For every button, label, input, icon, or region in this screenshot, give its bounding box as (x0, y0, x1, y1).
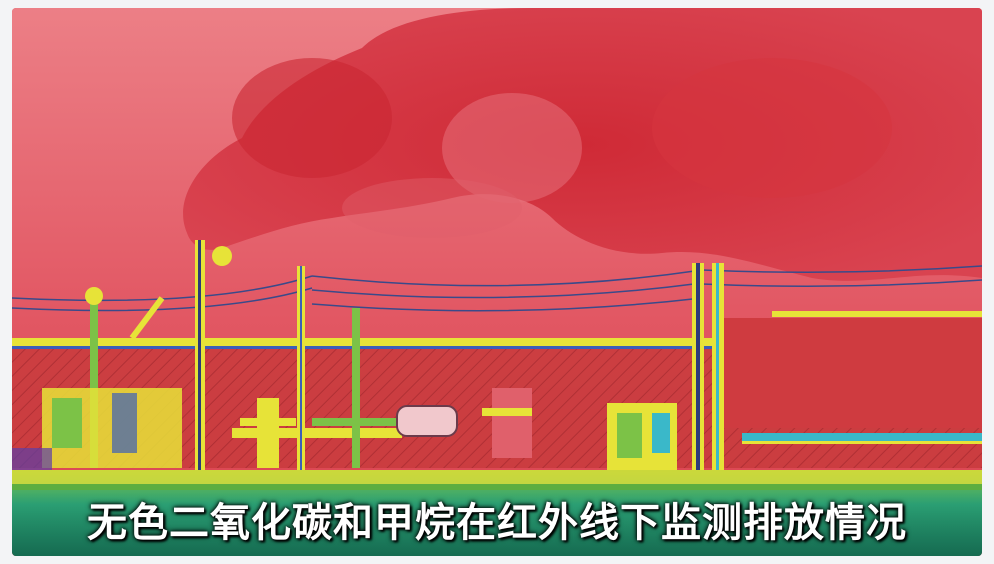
video-caption: 无色二氧化碳和甲烷在红外线下监测排放情况 (87, 500, 907, 546)
smoke-plume (183, 8, 982, 281)
infrared-emissions-scene (12, 8, 982, 556)
valves-equipment (12, 388, 677, 478)
cylinder-tank (396, 405, 458, 437)
utility-poles (85, 240, 724, 503)
caption-band (12, 492, 982, 556)
thermal-image-frame: 无色二氧化碳和甲烷在红外线下监测排放情况 (12, 8, 982, 556)
power-lines (12, 265, 982, 312)
pipes (12, 311, 982, 444)
